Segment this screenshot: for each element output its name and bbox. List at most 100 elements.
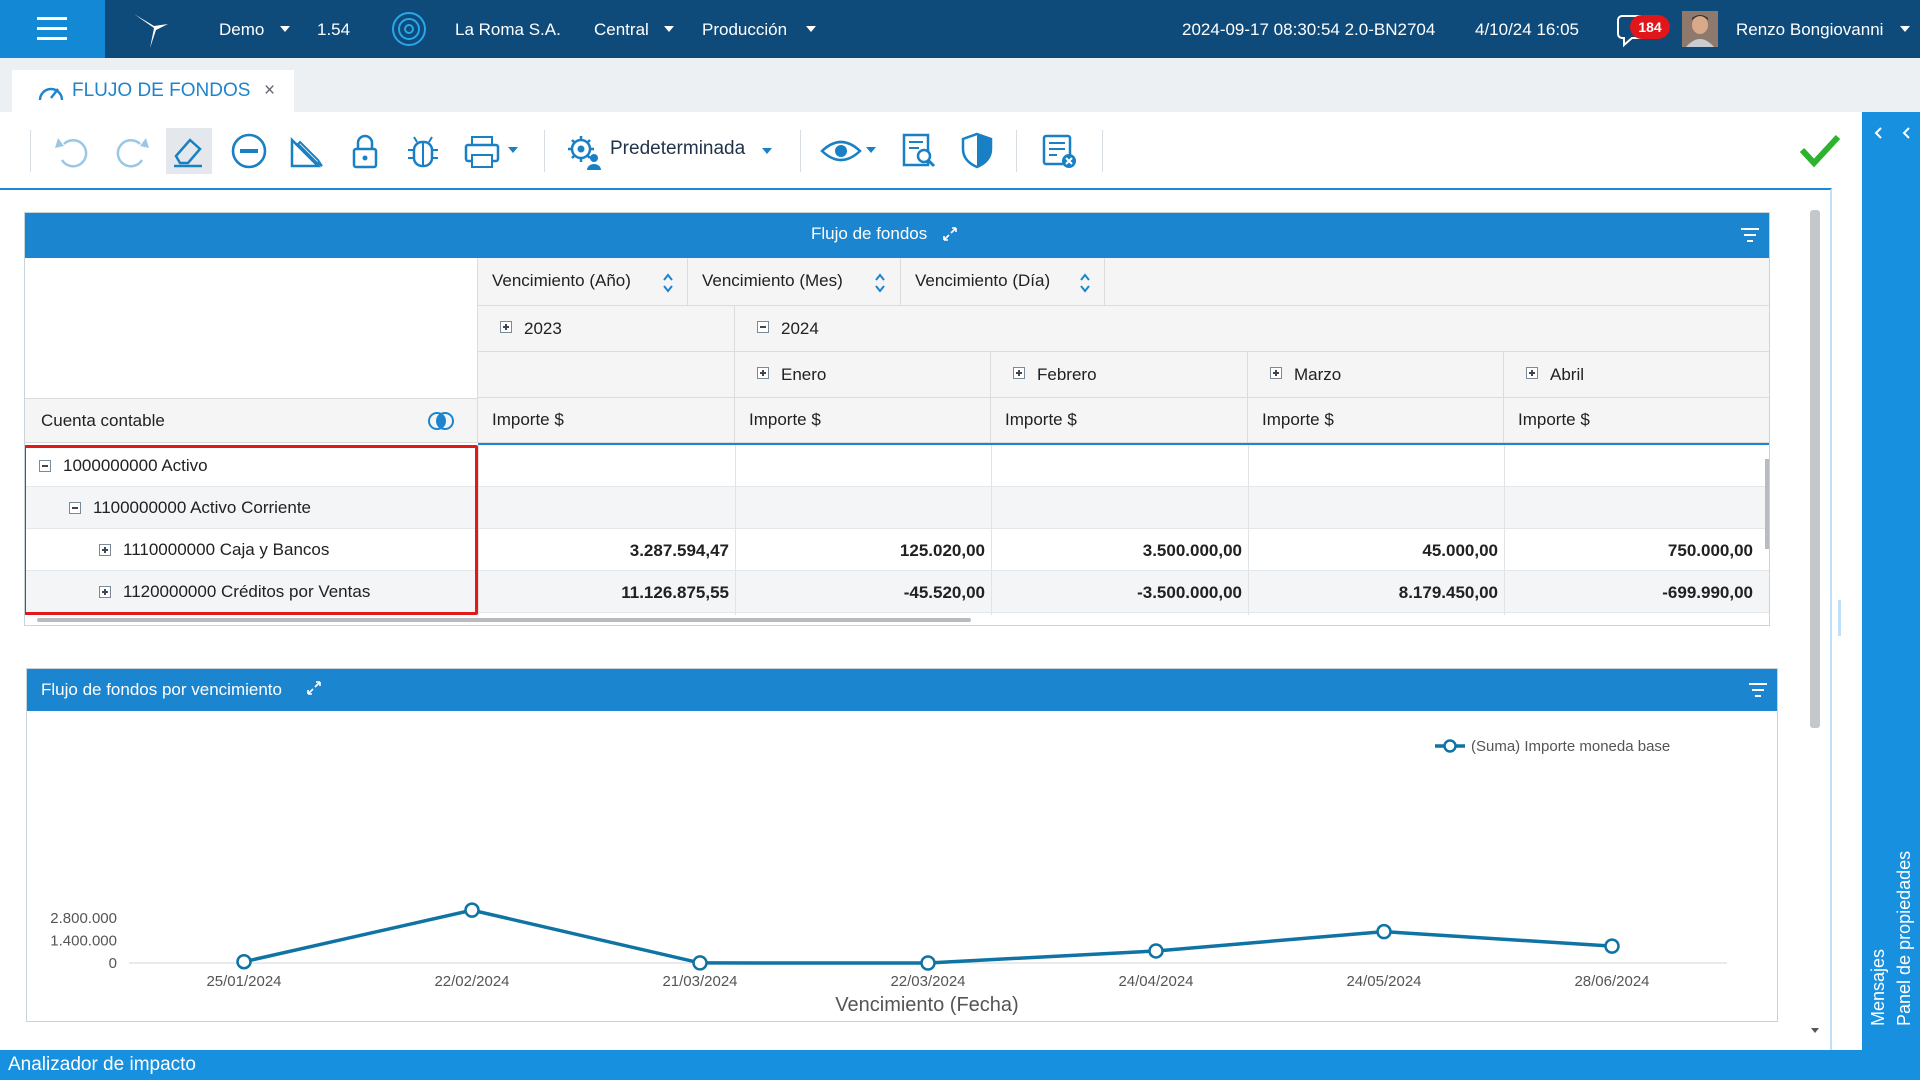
undo-icon xyxy=(55,138,88,168)
expand-plus-icon[interactable] xyxy=(1526,367,1538,379)
top-bar: Demo 1.54 La Roma S.A. Central Producció… xyxy=(0,0,1920,58)
view-button[interactable] xyxy=(818,128,864,174)
account-label: 1110000000 Caja y Bancos xyxy=(123,540,330,559)
row-field-header[interactable]: Cuenta contable xyxy=(25,398,478,443)
year-header-2024[interactable]: 2024 xyxy=(735,306,1769,352)
sort-updown-icon[interactable] xyxy=(662,272,674,294)
confirm-button[interactable] xyxy=(1798,130,1842,170)
measure-label: Importe $ xyxy=(1262,410,1334,429)
checkmark-icon xyxy=(1799,134,1841,168)
chevron-down-icon xyxy=(508,147,518,153)
preset-selector[interactable]: Predeterminada xyxy=(564,128,784,174)
company-selector[interactable]: La Roma S.A. xyxy=(455,20,561,39)
lock-button[interactable] xyxy=(342,128,388,174)
branch-selector[interactable]: Central xyxy=(594,20,649,39)
permissions-button[interactable] xyxy=(954,128,1000,174)
data-point xyxy=(1376,923,1392,940)
table-cell-value: 125.020,00 xyxy=(899,541,985,560)
column-divider xyxy=(735,445,736,615)
data-point xyxy=(920,955,936,971)
redo-button[interactable] xyxy=(108,128,154,174)
properties-panel-toggle[interactable]: Panel de propiedades xyxy=(1894,850,1914,1026)
print-button[interactable] xyxy=(460,128,506,174)
field-chip-label: Vencimiento (Mes) xyxy=(702,271,843,290)
environment-selector[interactable]: Demo xyxy=(219,20,265,39)
y-tick-label: 0 xyxy=(109,955,117,972)
month-header-enero[interactable]: Enero xyxy=(735,352,991,398)
collapse-minus-icon[interactable] xyxy=(39,460,51,472)
toolbar-separator xyxy=(800,130,801,172)
messages-panel-toggle[interactable]: Mensajes xyxy=(1868,948,1888,1026)
hamburger-menu-button[interactable] xyxy=(0,0,105,58)
field-chip-year[interactable]: Vencimiento (Año) xyxy=(478,258,688,306)
debug-button[interactable] xyxy=(400,128,446,174)
legend-label: (Suma) Importe moneda base xyxy=(1471,738,1670,755)
build-info: 2024-09-17 08:30:54 2.0-BN2704 xyxy=(1182,20,1436,39)
data-point xyxy=(236,953,252,970)
user-menu[interactable]: Renzo Bongiovanni xyxy=(1736,20,1884,39)
month-header-marzo[interactable]: Marzo xyxy=(1248,352,1504,398)
table-cell-value: -45.520,00 xyxy=(903,583,985,602)
collapse-left-icon[interactable] xyxy=(1900,126,1914,140)
vertical-scrollbar[interactable] xyxy=(1810,210,1820,728)
expand-icon[interactable] xyxy=(941,225,959,243)
inner-vertical-scrollbar[interactable] xyxy=(1765,459,1769,549)
month-label: Febrero xyxy=(1037,365,1097,384)
preview-button[interactable] xyxy=(896,128,942,174)
field-chip-day[interactable]: Vencimiento (Día) xyxy=(901,258,1105,306)
table-row[interactable]: 1110000000 Caja y Bancos 3.287.594,47 12… xyxy=(25,529,1769,571)
expand-plus-icon[interactable] xyxy=(1013,367,1025,379)
table-cell-value: 45.000,00 xyxy=(1422,541,1498,560)
scroll-down-arrow[interactable] xyxy=(1811,1028,1819,1033)
app-logo[interactable] xyxy=(128,6,174,52)
expand-plus-icon[interactable] xyxy=(99,586,111,598)
field-chip-label: Vencimiento (Año) xyxy=(492,271,631,290)
collapse-minus-icon[interactable] xyxy=(69,502,81,514)
data-point xyxy=(1148,943,1164,959)
year-2023-spacer xyxy=(478,352,735,398)
mode-selector[interactable]: Producción xyxy=(702,20,788,39)
expand-plus-icon[interactable] xyxy=(500,321,512,333)
month-header-abril[interactable]: Abril xyxy=(1504,352,1769,398)
splitter-handle[interactable] xyxy=(1838,600,1841,636)
undo-button[interactable] xyxy=(50,128,96,174)
line-chart: 0 1.400.000 2.800.000 25/01/2024 22/02/2024 2… xyxy=(50,738,1727,1016)
row-field-label: Cuenta contable xyxy=(41,411,165,430)
horizontal-scrollbar[interactable] xyxy=(37,618,971,622)
expand-icon[interactable] xyxy=(305,679,323,697)
year-header-2023[interactable]: 2023 xyxy=(478,306,735,352)
y-tick-label: 1.400.000 xyxy=(50,933,117,950)
sort-updown-icon[interactable] xyxy=(1079,272,1091,294)
month-label: Abril xyxy=(1550,365,1585,384)
clear-filters-button[interactable] xyxy=(1036,128,1082,174)
chart-panel: Flujo de fondos por vencimiento 0 1.400.0… xyxy=(26,668,1778,1022)
compare-circles-icon[interactable] xyxy=(427,411,455,431)
user-avatar[interactable] xyxy=(1682,11,1718,47)
table-row[interactable]: 1000000000 Activo xyxy=(25,445,1769,487)
remove-button[interactable] xyxy=(226,128,272,174)
table-row[interactable]: 1120000000 Créditos por Ventas 11.126.87… xyxy=(25,571,1769,613)
toolbar-separator xyxy=(1016,130,1017,172)
month-header-febrero[interactable]: Febrero xyxy=(991,352,1248,398)
design-button[interactable] xyxy=(284,128,330,174)
chevron-down-icon xyxy=(280,26,290,32)
tab-flujo-de-fondos[interactable]: FLUJO DE FONDOS × xyxy=(12,70,294,112)
collapse-minus-icon[interactable] xyxy=(757,321,769,333)
filter-icon[interactable] xyxy=(1749,683,1767,697)
filter-icon[interactable] xyxy=(1741,228,1759,242)
bottom-bar[interactable]: Analizador de impacto xyxy=(0,1050,1920,1080)
expand-plus-icon[interactable] xyxy=(1270,367,1282,379)
x-tick-label: 28/06/2024 xyxy=(1574,973,1649,990)
collapse-left-icon[interactable] xyxy=(1872,126,1886,140)
table-row[interactable]: 1100000000 Activo Corriente xyxy=(25,487,1769,529)
expand-plus-icon[interactable] xyxy=(757,367,769,379)
eraser-button[interactable] xyxy=(166,128,212,174)
expand-plus-icon[interactable] xyxy=(99,544,111,556)
close-tab-button[interactable]: × xyxy=(264,80,276,101)
sort-updown-icon[interactable] xyxy=(874,272,886,294)
measure-header: Importe $ xyxy=(478,398,735,443)
account-label: 1000000000 Activo xyxy=(63,456,208,475)
pivot-grid-panel: Flujo de fondos Cuenta contable Vencimie… xyxy=(24,212,1770,626)
field-chip-month[interactable]: Vencimiento (Mes) xyxy=(688,258,901,306)
right-side-rail: Mensajes Panel de propiedades xyxy=(1862,112,1920,1050)
